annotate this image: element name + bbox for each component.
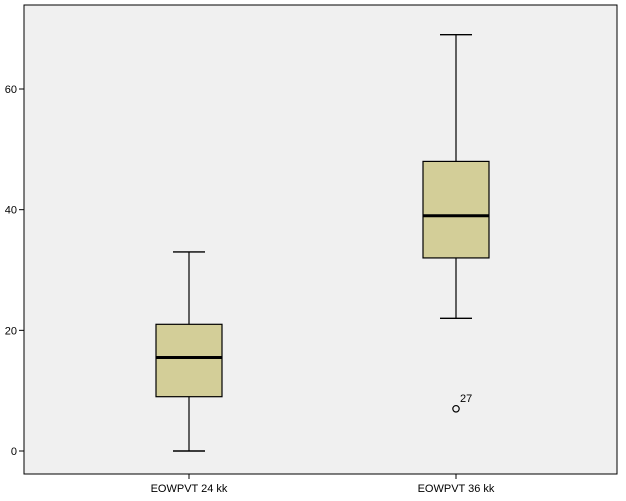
outlier-label: 27 [460, 393, 472, 405]
x-category-label: EOWPVT 36 kk [418, 483, 495, 495]
x-axis: EOWPVT 24 kk EOWPVT 36 kk [151, 474, 495, 495]
y-tick-label: 0 [11, 446, 17, 458]
plot-area [23, 4, 618, 475]
box-series: 27 [422, 34, 490, 413]
boxes: 27 [155, 34, 490, 452]
y-tick-label: 60 [5, 84, 17, 96]
x-category-label: EOWPVT 24 kk [151, 483, 228, 495]
y-tick-label: 40 [5, 205, 17, 217]
iqr-box [155, 323, 223, 398]
iqr-box [422, 160, 490, 259]
y-tick-label: 20 [5, 325, 17, 337]
box-series [155, 251, 223, 452]
outlier-point [452, 404, 460, 413]
y-axis: 0 20 40 60 [5, 84, 24, 458]
